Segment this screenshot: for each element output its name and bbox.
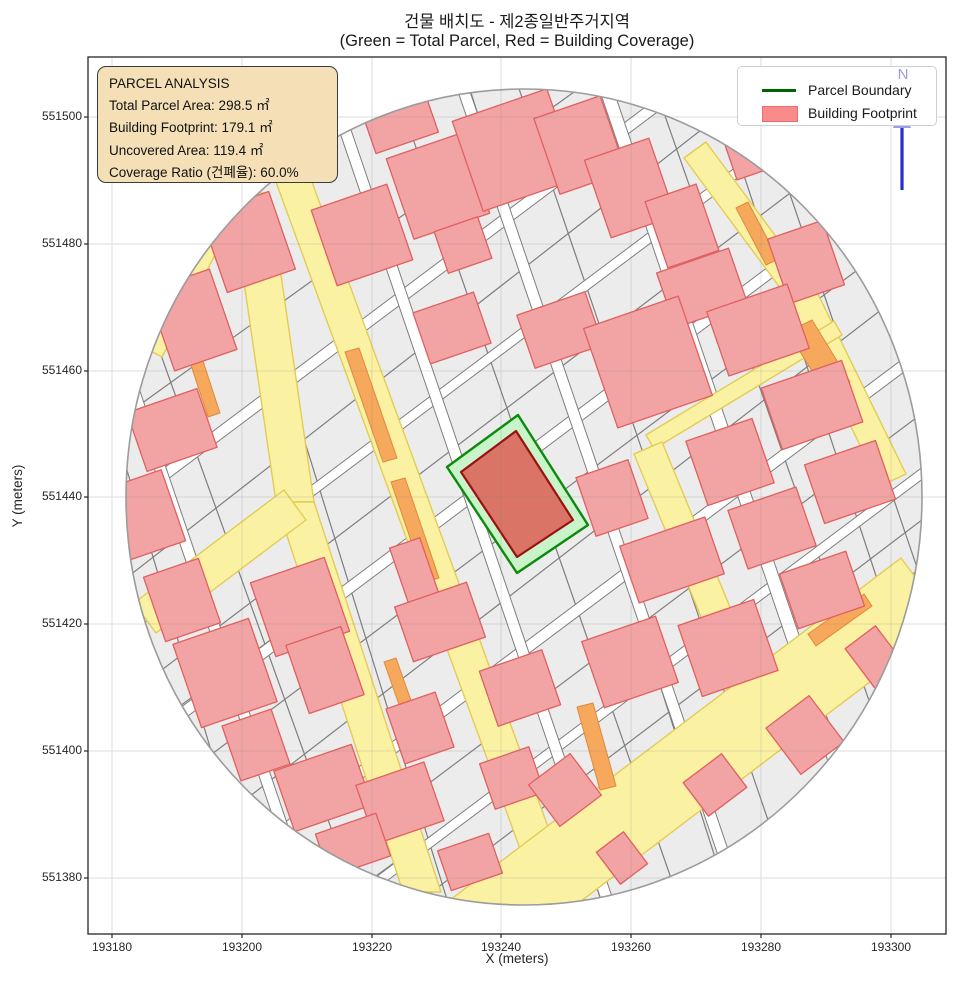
x-tick-label: 193260 <box>610 940 652 954</box>
annotation-building-footprint: Building Footprint: 179.1 ㎡ <box>109 120 273 136</box>
parcel-analysis-box: PARCEL ANALYSIS Total Parcel Area: 298.5… <box>97 66 338 183</box>
map-buffer-outline <box>125 88 923 906</box>
x-tick-label: 193200 <box>221 940 263 954</box>
annotation-uncovered-area: Uncovered Area: 119.4 ㎡ <box>109 142 264 158</box>
annotation-coverage-ratio: Coverage Ratio (건폐율): 60.0% <box>109 164 299 180</box>
x-tick-label: 193220 <box>351 940 393 954</box>
y-tick-label: 551480 <box>41 236 82 250</box>
y-tick-label: 551460 <box>41 363 82 377</box>
north-label: N <box>897 66 909 83</box>
legend: Parcel Boundary Building Footprint <box>737 66 937 126</box>
legend-label: Building Footprint <box>808 105 917 121</box>
legend-item-building-footprint: Building Footprint <box>750 103 940 123</box>
legend-patch-swatch <box>762 106 798 122</box>
chart-title: 건물 배치도 - 제2종일반주거지역 <box>404 13 630 31</box>
x-tick-label: 193280 <box>740 940 782 954</box>
y-tick-label: 551380 <box>41 870 82 884</box>
legend-line-swatch <box>762 89 796 92</box>
x-tick-label: 193180 <box>91 940 133 954</box>
y-tick-label: 551440 <box>41 489 82 503</box>
annotation-heading: PARCEL ANALYSIS <box>109 76 230 91</box>
axes-frame <box>84 56 947 938</box>
y-tick-label: 551400 <box>41 743 82 757</box>
x-tick-label: 193300 <box>870 940 912 954</box>
x-tick-label: 193240 <box>480 940 522 954</box>
annotation-total-area: Total Parcel Area: 298.5 ㎡ <box>109 98 270 114</box>
legend-item-parcel-boundary: Parcel Boundary <box>750 80 940 100</box>
x-axis-label: X (meters) <box>485 951 549 966</box>
chart-subtitle: (Green = Total Parcel, Red = Building Co… <box>339 32 695 50</box>
y-tick-label: 551500 <box>41 109 82 123</box>
legend-label: Parcel Boundary <box>808 82 912 98</box>
y-tick-label: 551420 <box>41 616 82 630</box>
